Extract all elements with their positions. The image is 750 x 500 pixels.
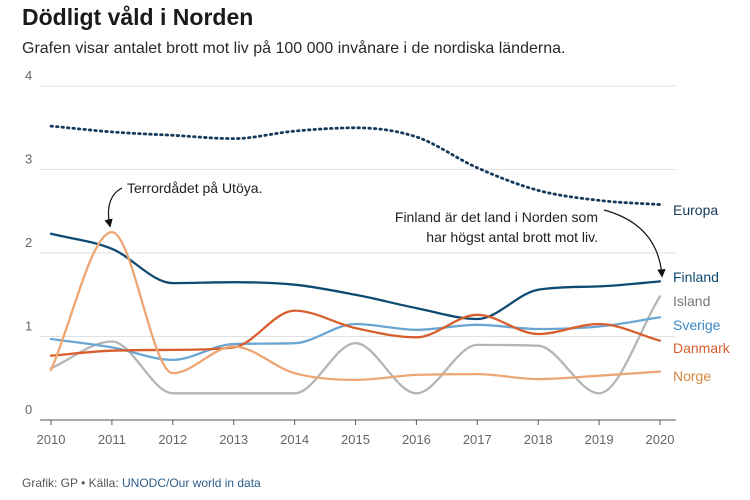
y-tick-label-0: 0 [25,402,32,417]
x-tick-label-2019: 2019 [585,432,614,447]
series-lines [49,124,662,395]
footer-credit: Grafik: GP • Källa: [22,476,123,490]
y-axis: 0 1 2 3 4 [25,68,32,417]
footer-source-link[interactable]: UNODC/Our world in data [122,476,261,490]
series-line-danmark [49,309,662,357]
x-tick-label-2013: 2013 [219,432,248,447]
x-tick-label-2015: 2015 [341,432,370,447]
series-line-norge [49,230,662,382]
series-label-island: Island [673,293,710,309]
x-tick-label-2016: 2016 [402,432,431,447]
x-tick-label-2014: 2014 [280,432,309,447]
series-label-danmark: Danmark [673,340,731,356]
x-tick-label-2012: 2012 [158,432,187,447]
chart-subtitle: Grafen visar antalet brott mot liv på 10… [22,40,566,57]
y-tick-label-3: 3 [25,152,32,167]
x-tick-label-2011: 2011 [98,432,126,447]
series-label-europa: Europa [673,202,718,218]
series-label-finland: Finland [673,269,719,285]
y-tick-label-4: 4 [25,68,32,83]
series-label-sverige: Sverige [673,317,721,333]
y-tick-label-1: 1 [25,319,32,334]
annotation-finland-line-1: Finland är det land i Norden som [395,209,598,225]
annotation-finland-arrow [603,209,666,278]
gridlines [40,85,676,421]
y-tick-label-2: 2 [25,235,32,250]
x-tick-label-2020: 2020 [646,432,675,447]
series-labels: Europa Finland Island Sverige Danmark Norge [673,202,731,384]
annotations: Terrordådet på Utöya. Finland är det lan… [104,180,666,278]
chart-title: Dödligt våld i Norden [22,4,254,30]
series-line-island [49,295,662,395]
x-axis: 2010 2011 2012 2013 2014 2015 2016 2017 2018 2019… [37,420,675,447]
series-label-norge: Norge [673,368,711,384]
annotation-utoya: Terrordådet på Utöya. [127,180,262,196]
x-tick-label-2010: 2010 [37,432,66,447]
series-line-sverige [49,316,662,362]
footer: Grafik: GP • Källa: UNODC/Our world in d… [22,476,261,490]
series-line-europa [49,124,662,206]
series-line-finland [49,232,662,321]
annotation-finland-line-2: har högst antal brott mot liv. [426,229,598,245]
x-tick-label-2018: 2018 [524,432,553,447]
annotation-utoya-arrow [104,187,123,228]
x-tick-label-2017: 2017 [463,432,492,447]
